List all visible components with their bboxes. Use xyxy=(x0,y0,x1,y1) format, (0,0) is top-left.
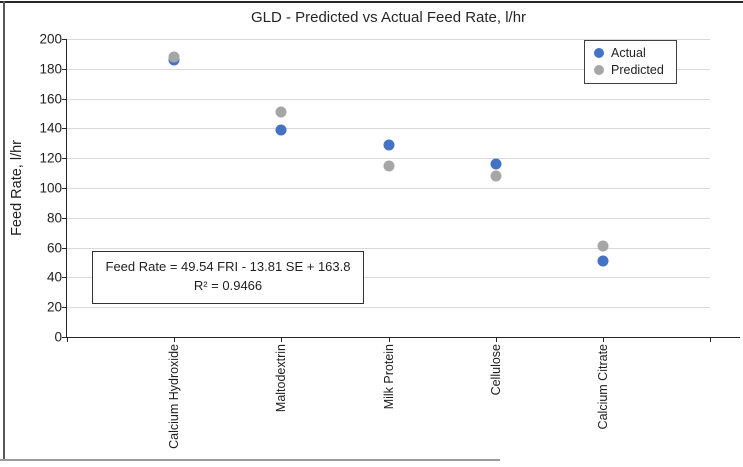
y-axis-tick-label: 40 xyxy=(46,269,62,285)
y-axis-tick-label: 0 xyxy=(54,329,62,345)
y-axis-title-text: Feed Rate, l/hr xyxy=(9,140,25,236)
gridline xyxy=(67,98,710,100)
legend-label-predicted: Predicted xyxy=(611,63,664,77)
actual-data-point xyxy=(275,124,287,136)
legend: Actual Predicted xyxy=(584,40,677,84)
y-axis-tick-label: 20 xyxy=(46,299,62,315)
x-axis-category-label-text: Milk Protein xyxy=(381,344,396,410)
x-axis-tick xyxy=(495,338,497,342)
y-axis-tick-label: 120 xyxy=(39,150,62,166)
frame-top-border xyxy=(0,1,743,3)
legend-label-actual: Actual xyxy=(611,46,646,60)
x-axis-category-label-text: Calcium Citrate xyxy=(595,344,610,430)
y-axis-tick xyxy=(62,98,66,100)
y-axis-tick xyxy=(62,337,66,338)
y-axis-tick-label: 200 xyxy=(39,31,62,47)
y-axis-tick-label: 80 xyxy=(46,210,62,226)
x-axis-category-label: Calcium Citrate xyxy=(596,344,610,429)
x-axis-category-label: Milk Protein xyxy=(382,344,396,409)
actual-series-legend-marker-icon xyxy=(594,48,604,58)
y-axis-tick xyxy=(62,128,66,130)
gridline xyxy=(67,128,710,130)
y-axis-tick-label: 60 xyxy=(46,240,62,256)
x-axis-category-label-text: Calcium Hydroxide xyxy=(167,344,182,449)
gridline xyxy=(67,68,710,70)
frame-bottom-border xyxy=(0,459,500,461)
y-axis-tick xyxy=(62,307,66,309)
x-axis-tick xyxy=(174,338,176,342)
actual-data-point xyxy=(383,139,394,151)
predicted-data-point xyxy=(597,240,609,252)
gridline xyxy=(67,188,710,189)
y-axis-tick xyxy=(62,68,66,70)
y-axis-labels: 0 20 40 60 80 100 120 140 160 180 200 xyxy=(24,32,62,345)
gridline xyxy=(67,39,710,40)
x-axis-category-label-text: Cellulose xyxy=(488,344,503,396)
x-axis-category-label-text: Maltodextrin xyxy=(274,344,289,413)
y-axis-tick-label: 140 xyxy=(39,120,62,136)
legend-item-predicted: Predicted xyxy=(594,63,664,77)
x-axis-tick xyxy=(602,338,604,342)
y-axis-tick xyxy=(62,188,66,189)
plot-area xyxy=(67,39,710,337)
regression-annotation: Feed Rate = 49.54 FRI - 13.81 SE + 163.8… xyxy=(92,251,364,304)
x-axis-tick xyxy=(710,338,711,342)
predicted-data-point xyxy=(383,160,394,172)
x-axis-labels: Calcium Hydroxide Maltodextrin Milk Protei… xyxy=(67,344,710,464)
actual-data-point xyxy=(490,158,502,170)
gridline xyxy=(67,277,710,279)
r-squared-value: R² = 0.9466 xyxy=(193,277,263,293)
predicted-data-point xyxy=(490,170,502,182)
chart-title: GLD - Predicted vs Actual Feed Rate, l/h… xyxy=(250,9,527,26)
gridline xyxy=(67,158,710,160)
frame-left-border xyxy=(3,1,5,459)
actual-data-point xyxy=(597,255,609,267)
gridline xyxy=(67,307,710,309)
x-axis-tick xyxy=(388,338,390,342)
x-axis-line xyxy=(67,337,740,338)
y-axis-tick xyxy=(62,158,66,160)
y-axis-tick-label: 180 xyxy=(39,61,62,77)
predicted-series-legend-marker-icon xyxy=(594,65,604,75)
legend-item-actual: Actual xyxy=(594,46,664,60)
y-axis-tick xyxy=(62,247,66,249)
y-axis-line xyxy=(66,39,67,338)
y-axis-tick xyxy=(62,277,66,279)
y-axis-tick-label: 160 xyxy=(39,91,62,107)
predicted-data-point xyxy=(168,51,180,63)
gridline xyxy=(67,247,710,249)
predicted-data-point xyxy=(275,106,287,118)
y-axis-tick xyxy=(62,217,66,219)
x-axis-category-label: Maltodextrin xyxy=(274,344,288,412)
x-axis-category-label: Cellulose xyxy=(489,344,503,395)
y-axis-tick-label: 100 xyxy=(39,180,62,196)
y-axis-tick xyxy=(62,39,66,40)
gridline xyxy=(67,217,710,219)
regression-equation: Feed Rate = 49.54 FRI - 13.81 SE + 163.8 xyxy=(105,259,351,274)
x-axis-tick xyxy=(281,338,283,342)
x-axis-category-label: Calcium Hydroxide xyxy=(167,344,181,449)
x-axis-tick xyxy=(67,338,68,342)
